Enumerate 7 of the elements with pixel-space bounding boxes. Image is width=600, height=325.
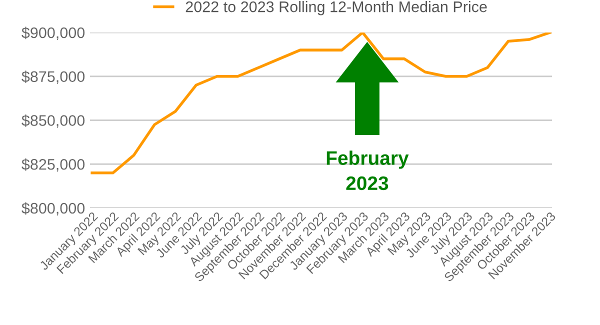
y-tick-label: $850,000 [22, 114, 85, 128]
y-tick-label: $875,000 [22, 70, 85, 84]
annotation: February 2023 [326, 150, 409, 190]
legend-label: 2022 to 2023 Rolling 12-Month Median Price [186, 1, 487, 16]
line-series [90, 32, 552, 174]
y-tick-label: $900,000 [22, 26, 85, 40]
y-tick-label: $825,000 [22, 158, 85, 172]
